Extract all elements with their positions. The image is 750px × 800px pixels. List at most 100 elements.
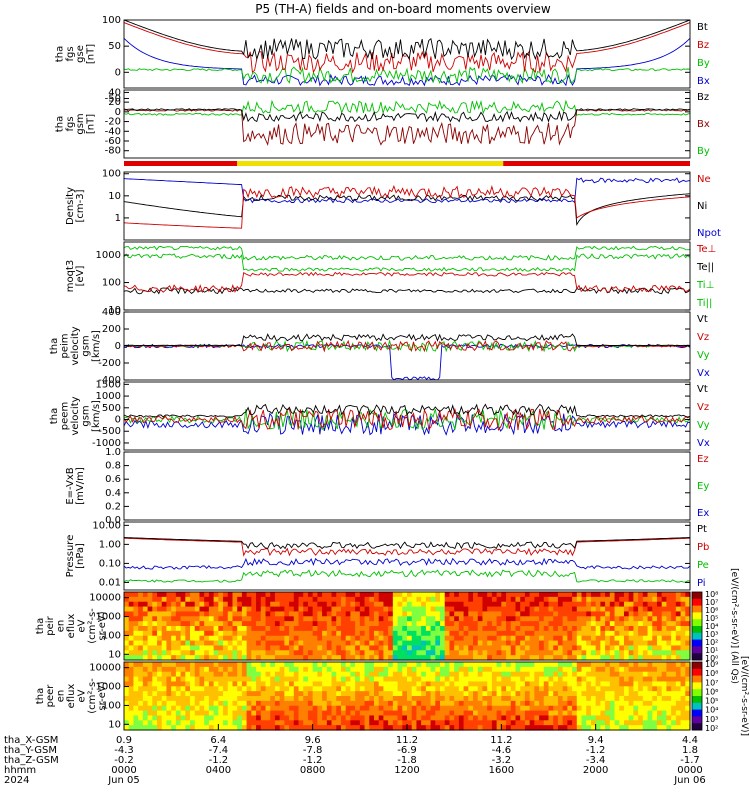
spectrogram-cell	[147, 700, 153, 707]
spectrogram-cell	[454, 626, 460, 632]
spectrogram-cell	[458, 626, 465, 632]
spectrogram-cell	[138, 715, 144, 721]
spectrogram-cell	[661, 621, 668, 627]
spectrogram-cell	[496, 601, 502, 608]
spectrogram-cell	[161, 681, 168, 687]
spectrogram-cell	[487, 696, 493, 702]
spectrogram-cell	[124, 700, 130, 707]
spectrogram-cell	[312, 696, 318, 702]
spectrogram-cell	[652, 696, 658, 702]
spectrogram-cell	[270, 681, 276, 687]
spectrogram-cell	[614, 621, 620, 627]
spectrogram-cell	[652, 621, 658, 627]
spectrogram-cell	[411, 715, 418, 721]
spectrogram-cell	[487, 725, 493, 731]
spectrogram-cell	[671, 725, 677, 731]
spectrogram-cell	[322, 621, 328, 627]
colorbar-label: [eV/(cm²-s-sr-eV)] (All Qs)	[729, 568, 739, 684]
spectrogram-cell	[520, 596, 526, 603]
spectrogram-cell	[685, 700, 691, 707]
spectrogram-cell	[312, 592, 318, 598]
x-row-label: tha_Z-GSM	[4, 755, 59, 766]
spectrogram-cell	[496, 596, 502, 603]
spectrogram-cell	[265, 621, 271, 627]
spectrogram-cell	[190, 686, 196, 692]
spectrogram-cell	[510, 696, 517, 702]
spectrogram-cell	[392, 691, 399, 697]
spectrogram-cell	[171, 621, 177, 627]
spectrogram-cell	[293, 676, 300, 683]
spectrogram-cell	[293, 596, 300, 603]
spectrogram-cell	[515, 681, 521, 687]
spectrogram-cell	[440, 635, 446, 642]
spectrogram-cell	[407, 596, 413, 603]
spectrogram-cell	[345, 621, 351, 627]
spectrogram-cell	[289, 592, 295, 598]
spectrogram-cell	[350, 662, 356, 668]
spectrogram-cell	[435, 606, 441, 613]
spectrogram-cell	[638, 671, 644, 678]
spectrogram-cell	[373, 596, 380, 603]
spectrogram-cell	[317, 596, 323, 603]
spectrogram-cell	[628, 696, 634, 702]
spectrogram-cell	[383, 640, 389, 647]
spectrogram-cell	[180, 640, 186, 647]
spectrogram-cell	[175, 691, 182, 697]
spectrogram-cell	[142, 611, 149, 617]
spectrogram-cell	[440, 705, 446, 712]
spectrogram-cell	[265, 601, 271, 608]
spectrogram-cell	[572, 725, 578, 731]
spectrogram-cell	[138, 662, 144, 668]
spectrogram-cell	[223, 596, 229, 603]
ylabel-line: fgs	[65, 116, 76, 131]
spectrogram-cell	[638, 635, 644, 642]
spectrogram-cell	[128, 645, 135, 651]
spectrogram-cell	[388, 691, 394, 697]
spectrogram-cell	[477, 596, 484, 603]
spectrogram-cell	[138, 601, 144, 608]
spectrogram-cell	[369, 710, 375, 717]
spectrogram-cell	[473, 640, 479, 647]
spectrogram-cell	[208, 635, 215, 642]
spectrogram-cell	[388, 725, 394, 731]
spectrogram-cell	[378, 720, 385, 726]
spectrogram-cell	[576, 626, 583, 632]
spectrogram-cell	[227, 606, 234, 613]
spectrogram-cell	[336, 640, 342, 647]
spectrogram-cell	[581, 630, 587, 637]
spectrogram-cell	[303, 655, 309, 661]
spectrogram-cell	[326, 666, 333, 673]
spectrogram-cell	[642, 691, 649, 697]
spectrogram-cell	[642, 640, 649, 647]
spectrogram-cell	[491, 616, 498, 622]
panel-ylabel: Pressure[nPa]	[65, 535, 86, 578]
spectrogram-cell	[590, 650, 597, 656]
spectrogram-cell	[237, 671, 243, 678]
x-row-value: -7.4	[209, 745, 229, 756]
spectrogram-cell	[194, 645, 201, 651]
spectrogram-cell	[581, 691, 587, 697]
spectrogram-cell	[355, 640, 361, 647]
spectrogram-cell	[411, 720, 418, 726]
spectrogram-cell	[576, 696, 583, 702]
spectrogram-cell	[326, 601, 333, 608]
spectrogram-cell	[562, 601, 568, 608]
spectrogram-cell	[322, 596, 328, 603]
spectrogram-cell	[666, 686, 672, 692]
spectrogram-cell	[482, 710, 488, 717]
spectrogram-cell	[392, 616, 399, 622]
spectrogram-cell	[246, 666, 252, 673]
spectrogram-cell	[157, 596, 163, 603]
spectrogram-cell	[440, 655, 446, 661]
spectrogram-cell	[289, 725, 295, 731]
spectrogram-cell	[628, 700, 634, 707]
spectrogram-cell	[279, 596, 285, 603]
spectrogram-cell	[270, 601, 276, 608]
spectrogram-cell	[449, 715, 455, 721]
spectrogram-cell	[510, 616, 517, 622]
ylabel-line: en	[56, 620, 67, 633]
spectrogram-cell	[501, 650, 507, 656]
spectrogram-cell	[458, 645, 465, 651]
spectrogram-cell	[128, 686, 135, 692]
spectrogram-cell	[491, 725, 498, 731]
